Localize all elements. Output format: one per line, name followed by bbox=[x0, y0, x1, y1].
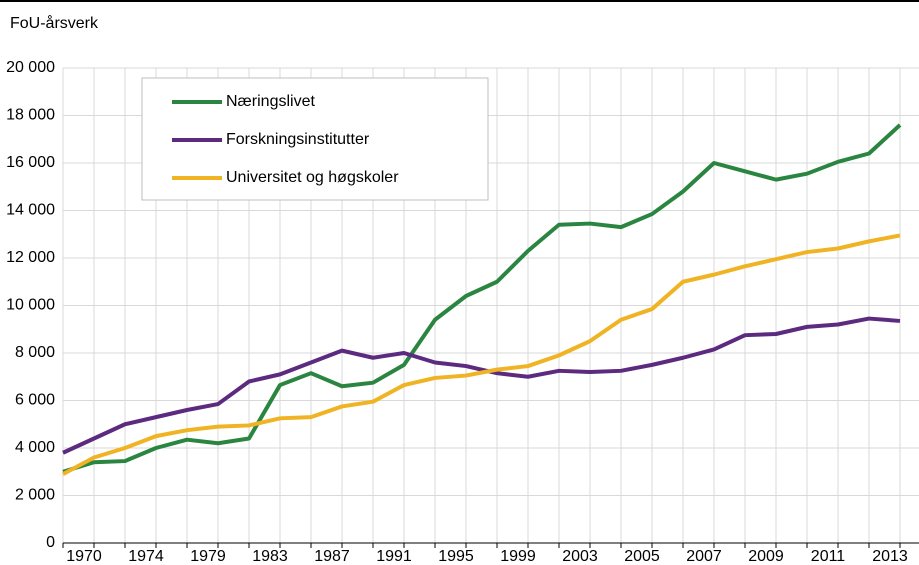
x-tick-label: 2009 bbox=[748, 548, 784, 565]
y-tick-label: 2 000 bbox=[15, 487, 55, 504]
y-tick-label: 10 000 bbox=[6, 297, 55, 314]
x-tick-label: 2003 bbox=[562, 548, 598, 565]
y-tick-label: 6 000 bbox=[15, 392, 55, 409]
x-tick-label: 2013 bbox=[872, 548, 908, 565]
x-tick-label: 1991 bbox=[376, 548, 412, 565]
legend: Næringslivet Forskningsinstitutter Univers… bbox=[172, 93, 399, 186]
legend-label: Næringslivet bbox=[226, 93, 315, 110]
x-tick-label: 2005 bbox=[624, 548, 660, 565]
y-tick-label: 0 bbox=[46, 534, 55, 551]
series-line bbox=[62, 233, 901, 476]
legend-label: Forskningsinstitutter bbox=[226, 131, 370, 148]
lines bbox=[62, 123, 902, 476]
x-tick-label: 1979 bbox=[190, 548, 226, 565]
labels: 0 2 000 4 000 6 000 8 000 10 000 12 000 14 000 1… bbox=[6, 59, 908, 565]
y-tick-label: 18 000 bbox=[6, 107, 55, 124]
series-line bbox=[62, 123, 902, 474]
x-tick-label: 1995 bbox=[438, 548, 474, 565]
series-line bbox=[62, 316, 901, 455]
y-tick-label: 12 000 bbox=[6, 249, 55, 266]
x-tick-label: 1987 bbox=[314, 548, 350, 565]
y-tick-label: 8 000 bbox=[15, 344, 55, 361]
x-tick-label: 2007 bbox=[686, 548, 722, 565]
x-tick-label: 1974 bbox=[128, 548, 164, 565]
y-tick-label: 4 000 bbox=[15, 439, 55, 456]
y-axis-label: FoU-årsverk bbox=[10, 14, 99, 32]
y-tick-label: 16 000 bbox=[6, 154, 55, 171]
y-tick-label: 14 000 bbox=[6, 202, 55, 219]
x-tick-label: 2011 bbox=[811, 548, 846, 565]
x-tick-label: 1970 bbox=[66, 548, 102, 565]
x-tick-label: 1999 bbox=[500, 548, 536, 565]
y-tick-label: 20 000 bbox=[6, 59, 55, 76]
x-tick-label: 1983 bbox=[252, 548, 288, 565]
legend-label: Universitet og høgskoler bbox=[226, 169, 399, 186]
